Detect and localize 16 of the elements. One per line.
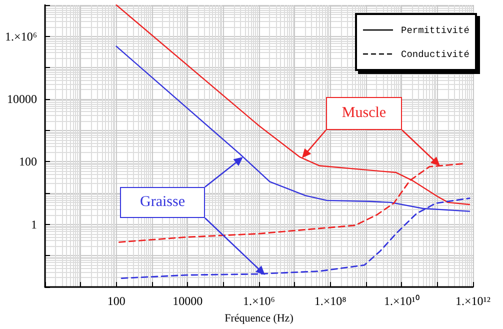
x-tick-label: 100 bbox=[107, 294, 126, 308]
x-tick-label: 1.×10¹² bbox=[456, 294, 491, 308]
x-axis-title: Fréquence (Hz) bbox=[224, 312, 294, 324]
y-tick-label: 100 bbox=[19, 154, 37, 169]
x-tick-label: 1.×10¹⁰ bbox=[384, 294, 420, 308]
annotation: Conductivité bbox=[401, 48, 470, 60]
key-box: Permittivité Conductivité bbox=[355, 13, 477, 71]
x-tick-label: 10000 bbox=[172, 294, 203, 308]
annotation: Muscle bbox=[326, 97, 402, 130]
y-tick-label: 10000 bbox=[7, 92, 37, 106]
y-tick-label: 1.×10⁶ bbox=[5, 29, 37, 44]
annotation: Permittivité bbox=[401, 24, 470, 36]
annotation: Graisse bbox=[120, 187, 205, 218]
x-tick-label: 1.×10⁶ bbox=[243, 294, 275, 308]
y-tick-label: 1 bbox=[31, 217, 37, 232]
x-tick-label: 1.×10⁸ bbox=[314, 294, 346, 308]
